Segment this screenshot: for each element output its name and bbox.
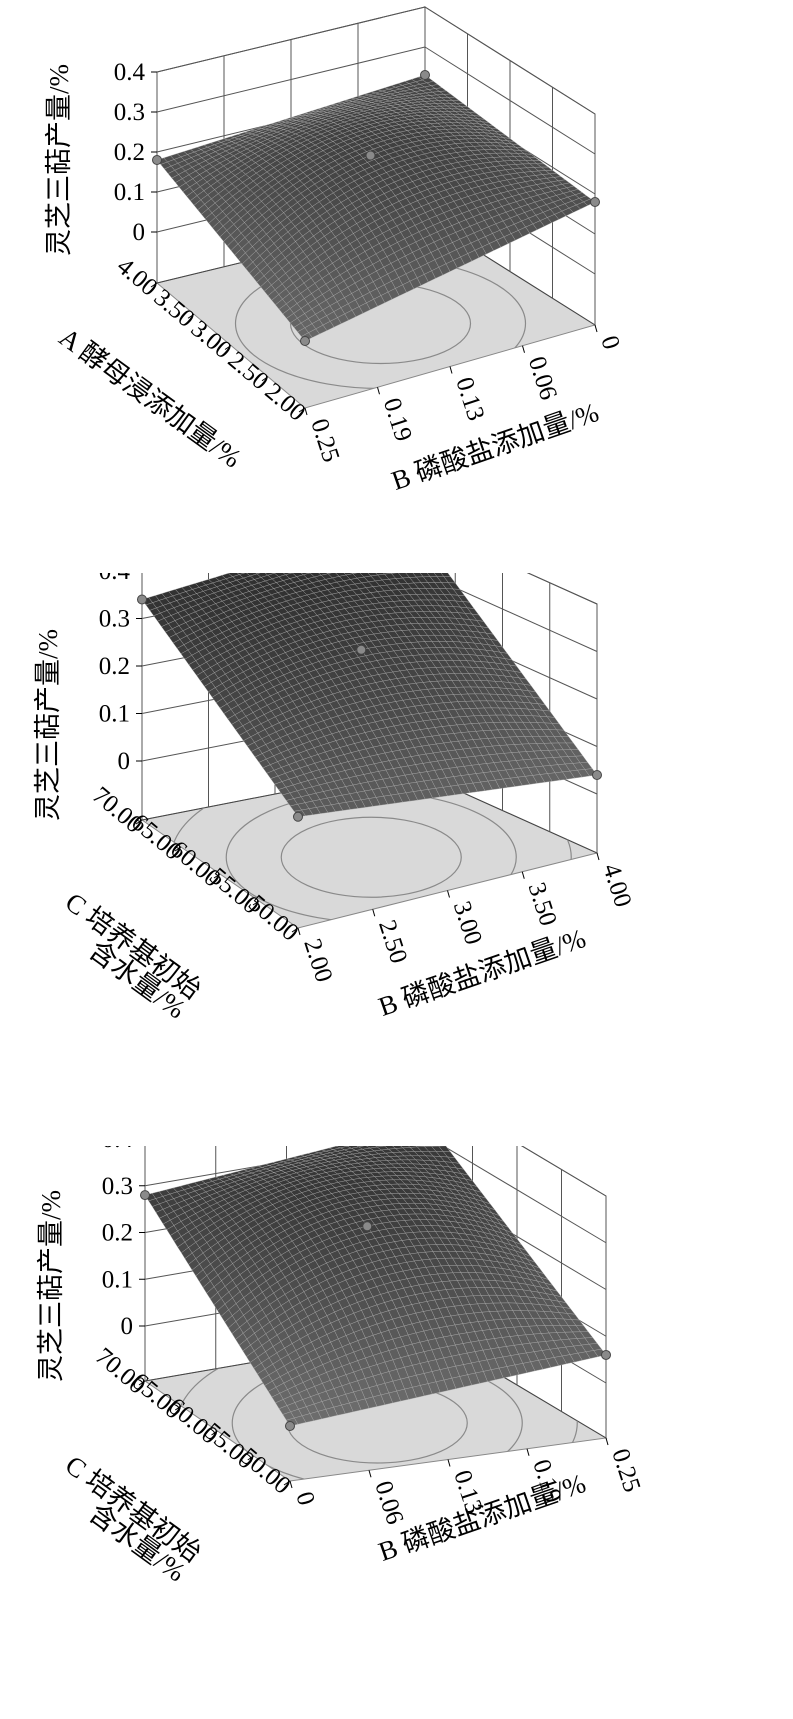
x-tick-label: 4.00 <box>597 861 636 911</box>
z-tick-label: 0.3 <box>102 1173 133 1200</box>
z-tick-label: 0.2 <box>114 139 145 166</box>
z-tick-label: 0.1 <box>99 701 130 728</box>
z-tick-label: 0.1 <box>114 179 145 206</box>
design-point <box>591 198 600 207</box>
design-point <box>357 645 366 654</box>
z-tick-label: 0.4 <box>114 59 146 86</box>
z-axis-title: 灵芝三萜产量/% <box>44 64 74 256</box>
x-tick-label: 0.19 <box>378 395 417 445</box>
z-tick-label: 0.3 <box>99 606 130 633</box>
x-tick-label: 3.00 <box>448 898 487 948</box>
surface-plot: 00.10.20.30.4灵芝三萜产量/%4.003.503.002.502.0… <box>0 0 793 573</box>
response-surface <box>142 573 597 817</box>
x-tick-label: 0.06 <box>523 353 562 403</box>
z-axis-title: 灵芝三萜产量/% <box>36 1190 66 1382</box>
design-point <box>602 1350 611 1359</box>
z-tick-label: 0.1 <box>102 1266 133 1293</box>
design-point <box>363 1222 372 1231</box>
surface-plot: 00.10.20.30.4灵芝三萜产量/%70.0065.0060.0055.0… <box>0 573 793 1146</box>
design-point <box>294 812 303 821</box>
x-tick-label: 0.06 <box>369 1478 408 1528</box>
x-tick-label: 2.50 <box>373 917 412 967</box>
z-tick-label: 0.4 <box>102 1146 134 1153</box>
x-tick-label: 2.00 <box>298 936 337 986</box>
z-axis-title: 灵芝三萜产量/% <box>33 629 63 821</box>
z-tick-label: 0.2 <box>99 653 130 680</box>
x-tick-label: 0 <box>290 1489 320 1509</box>
x-tick-label: 0.13 <box>450 374 489 424</box>
design-point <box>301 337 310 346</box>
x-tick-label: 0.25 <box>305 416 344 466</box>
x-tick-label: 3.50 <box>523 879 562 929</box>
design-point <box>593 771 602 780</box>
z-tick-label: 0.3 <box>114 99 145 126</box>
design-point <box>421 71 430 80</box>
design-point <box>366 151 375 160</box>
z-tick-label: 0.4 <box>99 573 131 585</box>
design-point <box>286 1422 295 1431</box>
surface-plot: 00.10.20.30.4灵芝三萜产量/%70.0065.0060.0055.0… <box>0 1146 793 1719</box>
x-tick-label: 0.25 <box>606 1446 645 1496</box>
z-tick-label: 0 <box>118 748 131 775</box>
y-tick-label: 4.00 <box>112 253 163 302</box>
z-tick-label: 0 <box>121 1313 134 1340</box>
x-axis-title: B 磷酸盐添加量/% <box>388 397 603 496</box>
z-tick-label: 0.2 <box>102 1220 133 1247</box>
chart-panel-3: 00.10.20.30.4灵芝三萜产量/%70.0065.0060.0055.0… <box>0 1146 793 1719</box>
design-point <box>141 1191 150 1200</box>
chart-panel-2: 00.10.20.30.4灵芝三萜产量/%70.0065.0060.0055.0… <box>0 573 793 1146</box>
z-tick-label: 0 <box>133 219 146 246</box>
design-point <box>138 595 147 604</box>
x-tick-label: 0 <box>595 333 625 353</box>
design-point <box>153 156 162 165</box>
